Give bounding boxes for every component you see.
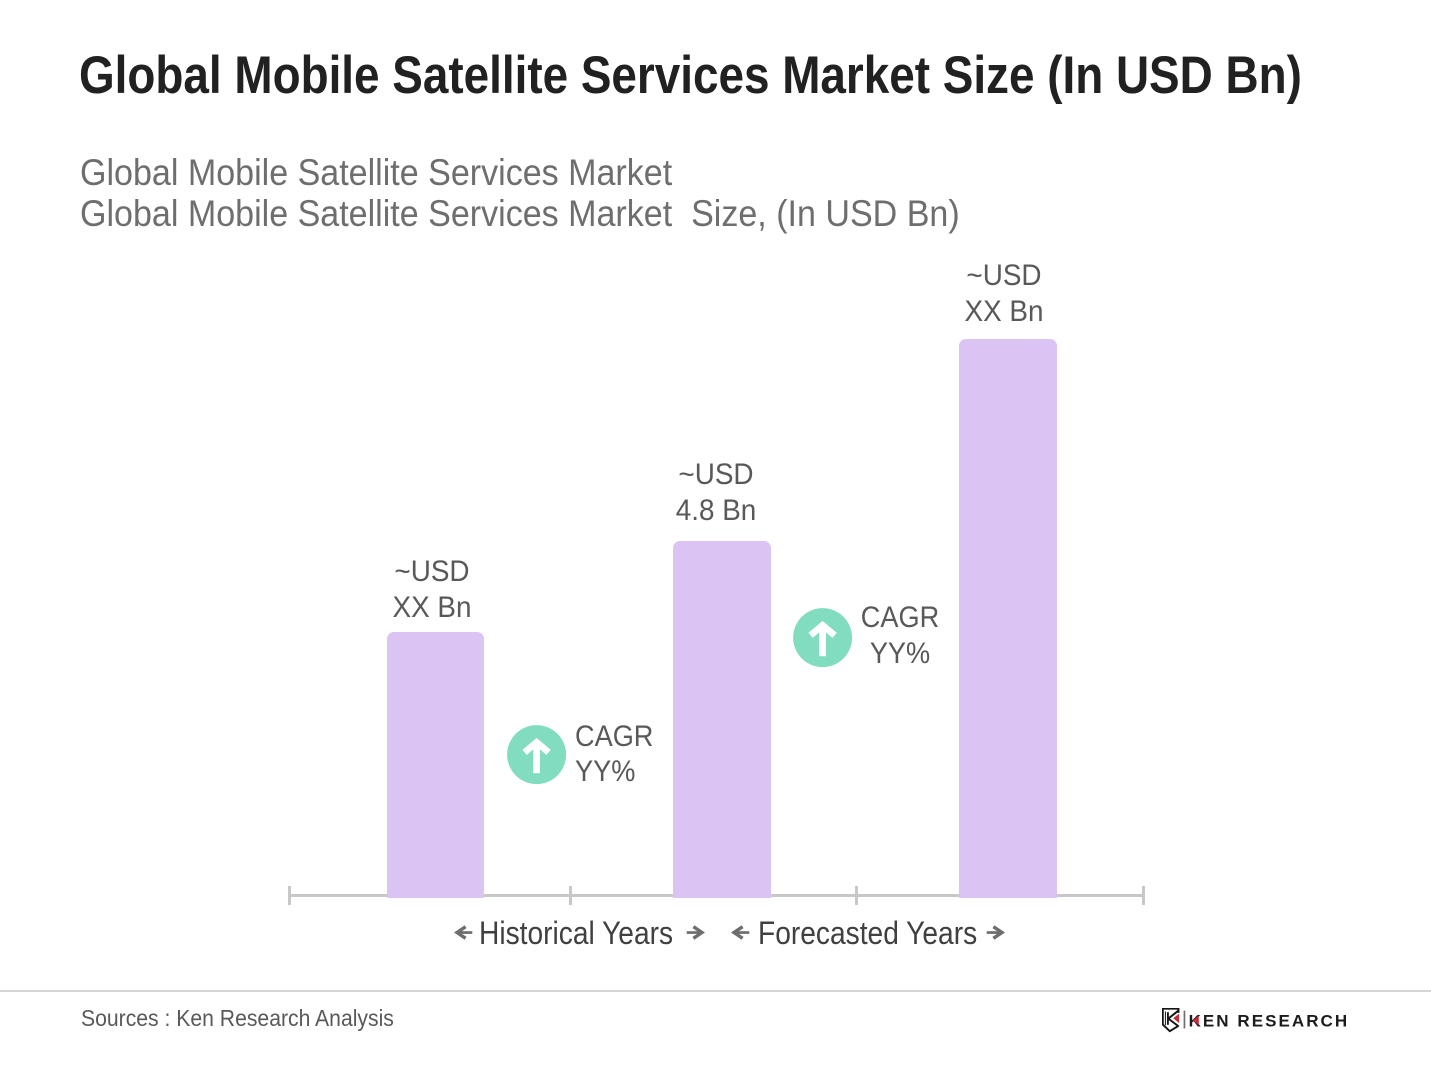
svg-text:KEN RESEARCH: KEN RESEARCH [1188, 1012, 1349, 1031]
